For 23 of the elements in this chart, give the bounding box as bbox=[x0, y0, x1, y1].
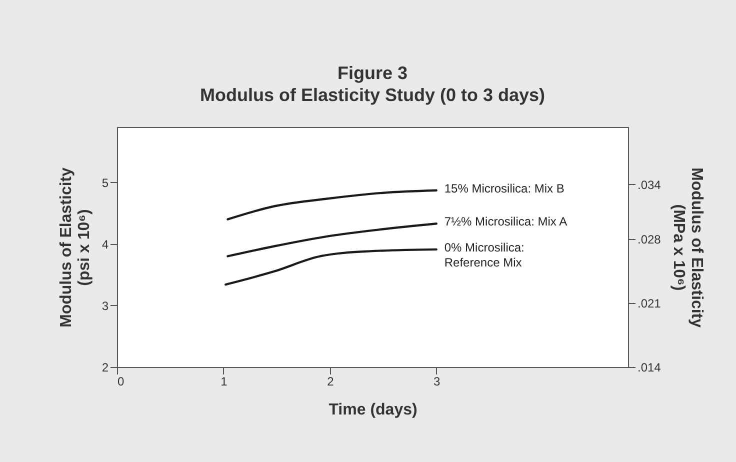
y-tick-label: 2 bbox=[102, 360, 109, 374]
y2-tick-label: .021 bbox=[638, 296, 662, 311]
line-series bbox=[226, 222, 438, 258]
x-tick-label: 2 bbox=[327, 374, 334, 388]
y2-tick-label: .028 bbox=[638, 232, 662, 247]
x-tick-label: 3 bbox=[434, 374, 441, 388]
y-tick-label: 5 bbox=[102, 176, 109, 190]
x-tick-label: 1 bbox=[220, 374, 228, 388]
series-label: 7½% Microsilica: Mix A bbox=[444, 214, 568, 229]
chart-title: Figure 3 bbox=[337, 63, 408, 83]
x-axis-title: Time (days) bbox=[328, 402, 418, 418]
y-tick-label: 4 bbox=[102, 237, 109, 252]
y-tick-label: 3 bbox=[102, 298, 109, 313]
series-label: 0% Microsilica: Reference Mix bbox=[444, 240, 524, 270]
x-tick-label: 0 bbox=[118, 374, 124, 388]
line-series bbox=[226, 189, 438, 220]
y-axis-title: Modulus of Elasticity (psi x 10⁶) bbox=[58, 167, 93, 328]
y2-tick-label: .014 bbox=[638, 360, 662, 374]
series-label: 15% Microsilica: Mix B bbox=[444, 181, 564, 196]
chart-subtitle: Modulus of Elasticity Study (0 to 3 days) bbox=[200, 85, 546, 105]
line-series bbox=[224, 248, 438, 286]
y2-tick-label: .034 bbox=[638, 178, 662, 192]
y2-axis-title: Modulus of Elasticity (MPa x 10⁶) bbox=[670, 167, 705, 328]
